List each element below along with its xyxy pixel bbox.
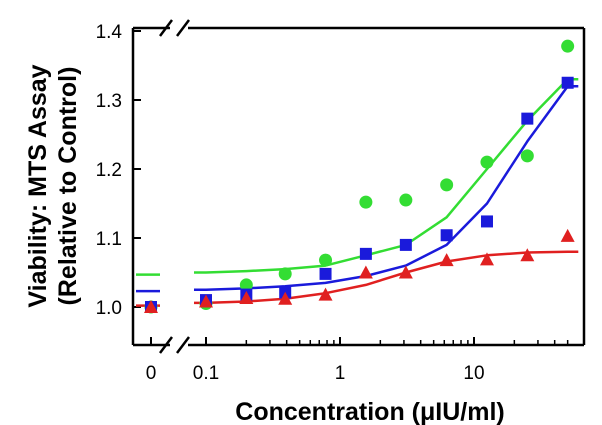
- data-point-square: [399, 238, 412, 251]
- x-tick-label: 10: [463, 363, 484, 384]
- y-axis-title: Viability: MTS Assay (Relative to Contro…: [24, 64, 82, 307]
- data-point-square: [319, 267, 332, 280]
- y-tick-label: 1.1: [96, 229, 122, 250]
- plot-frame: [131, 26, 586, 347]
- data-point-circle: [399, 193, 413, 207]
- data-point-square: [561, 76, 574, 89]
- data-points: [144, 39, 575, 314]
- data-point-triangle: [479, 252, 494, 266]
- data-point-circle: [319, 253, 333, 267]
- x-axis-title: Concentration (μIU/ml): [235, 398, 504, 425]
- break-slash: [159, 19, 173, 37]
- axis-break-bottom: [159, 336, 190, 354]
- axis-break-top: [159, 19, 190, 37]
- break-slash: [176, 336, 190, 354]
- data-point-triangle: [560, 228, 575, 242]
- data-point-square: [480, 215, 493, 228]
- data-point-triangle: [144, 300, 158, 313]
- data-point-circle: [520, 149, 534, 163]
- data-point-circle: [440, 178, 454, 192]
- y-tick-label: 1.2: [96, 160, 122, 181]
- data-point-triangle: [199, 294, 213, 308]
- data-point-triangle: [398, 265, 413, 279]
- y-tick-label: 1.3: [96, 91, 122, 112]
- data-point-circle: [239, 278, 253, 292]
- y-tick-label: 1.4: [96, 22, 123, 43]
- x-tick-label: 0.1: [193, 363, 219, 384]
- data-point-triangle: [520, 248, 535, 262]
- break-slash: [176, 19, 190, 37]
- data-point-circle: [561, 39, 575, 53]
- data-point-circle: [480, 155, 494, 169]
- x-tick-label: 0: [146, 363, 157, 384]
- y-axis-title-line2: (Relative to Control): [54, 67, 82, 306]
- fit-curve: [194, 78, 579, 274]
- data-point-circle: [278, 267, 292, 281]
- fit-curve: [193, 250, 579, 305]
- data-point-square: [521, 112, 534, 125]
- x-ticks: 0 0.1 1 10: [146, 337, 569, 384]
- data-point-triangle: [439, 253, 454, 267]
- fit-curves: [136, 78, 579, 307]
- y-axis-title-line1: Viability: MTS Assay: [24, 64, 52, 307]
- fit-curve: [193, 84, 579, 292]
- data-point-square: [440, 229, 453, 242]
- data-point-circle: [359, 195, 373, 209]
- data-point-square: [359, 247, 372, 260]
- y-tick-label: 1.0: [96, 298, 122, 319]
- x-tick-label: 1: [335, 363, 346, 384]
- data-point-triangle: [239, 291, 254, 305]
- y-ticks: 1.0 1.1 1.2 1.3 1.4: [96, 22, 141, 319]
- break-slash: [159, 336, 173, 354]
- data-point-triangle: [358, 265, 373, 279]
- data-point-triangle: [278, 291, 293, 305]
- data-point-triangle: [318, 287, 333, 301]
